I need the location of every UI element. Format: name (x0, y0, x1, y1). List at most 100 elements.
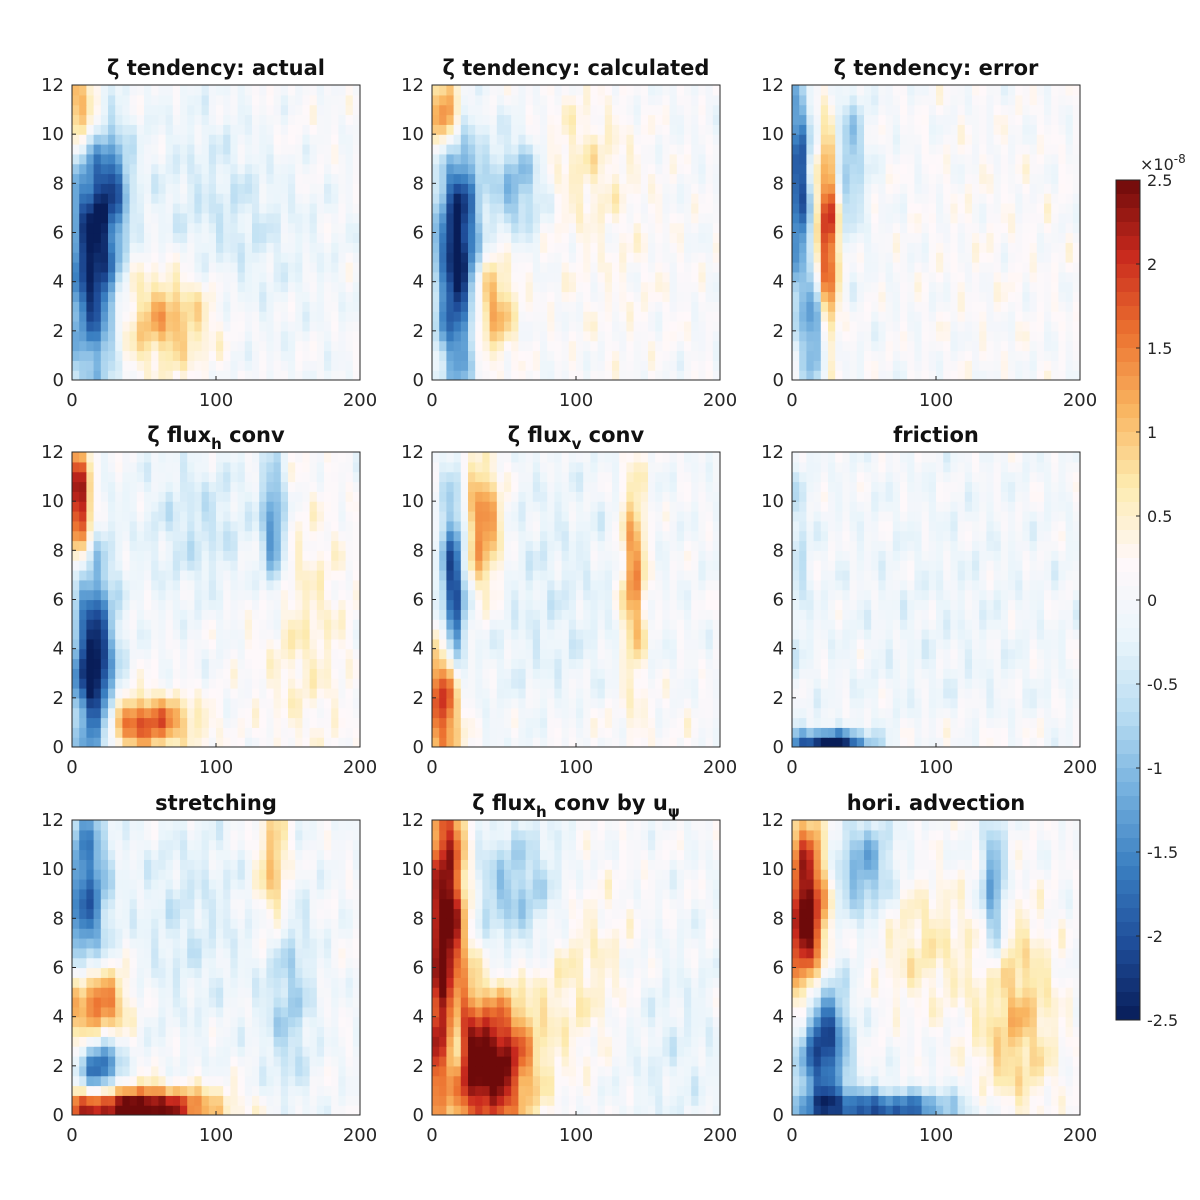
heatmap-cell (648, 737, 656, 747)
heatmap-cell (856, 271, 865, 283)
heatmap-cell (986, 301, 995, 312)
heatmap-cell (252, 85, 260, 96)
heatmap-cell (597, 321, 606, 332)
heatmap-cell (439, 311, 447, 322)
heatmap-cell (172, 589, 181, 601)
heatmap-cell (309, 271, 318, 283)
heatmap-cell (806, 311, 815, 322)
heatmap-cell (460, 242, 469, 253)
heatmap-cell (316, 340, 325, 352)
heatmap-cell (86, 717, 95, 728)
heatmap-cell (957, 321, 966, 332)
heatmap-cell (806, 370, 815, 380)
heatmap-cell (172, 360, 181, 371)
heatmap-cell (439, 94, 447, 106)
heatmap-cell (806, 153, 815, 165)
heatmap-cell (288, 163, 296, 175)
heatmap-cell (252, 134, 260, 145)
heatmap-cell (259, 737, 267, 747)
heatmap-cell (475, 134, 483, 145)
heatmap-cell (640, 85, 649, 96)
heatmap-cell (1008, 85, 1016, 96)
heatmap-cell (136, 452, 145, 463)
heatmap-cell (93, 520, 102, 532)
heatmap-cell (583, 360, 591, 371)
heatmap-cell (280, 599, 289, 610)
heatmap-cell (453, 301, 462, 312)
heatmap-cell (907, 203, 915, 214)
heatmap-cell (864, 242, 872, 253)
heatmap-cell (972, 183, 980, 194)
heatmap-cell (705, 163, 714, 175)
heatmap-cell (489, 183, 498, 194)
heatmap-cell (849, 311, 858, 322)
heatmap-cell (237, 638, 246, 650)
heatmap-cell (619, 222, 627, 234)
heatmap-cell (525, 350, 534, 361)
heatmap-cell (180, 707, 188, 719)
heatmap-cell (972, 242, 980, 253)
heatmap-cell (259, 144, 267, 155)
heatmap-cell (525, 340, 534, 352)
heatmap-cell (180, 579, 188, 591)
heatmap-cell (144, 85, 152, 96)
heatmap-cell (691, 370, 699, 380)
heatmap-cell (115, 330, 123, 342)
heatmap-cell (907, 271, 915, 283)
heatmap-cell (129, 321, 138, 332)
heatmap-cell (633, 252, 642, 263)
heatmap-cell (316, 560, 325, 571)
heatmap-cell (432, 114, 440, 125)
heatmap-cell (511, 717, 519, 728)
heatmap-cell (108, 461, 116, 473)
heatmap-cell (72, 311, 80, 322)
heatmap-cell (439, 134, 447, 145)
heatmap-cell (446, 193, 455, 204)
heatmap-cell (331, 619, 339, 630)
heatmap-cell (180, 242, 188, 253)
heatmap-cell (136, 262, 145, 273)
heatmap-cell (352, 252, 360, 263)
heatmap-cell (79, 579, 87, 591)
heatmap-cell (511, 262, 519, 273)
heatmap-cell (309, 520, 318, 532)
heatmap-cell (208, 85, 217, 96)
heatmap-cell (194, 589, 203, 601)
heatmap-cell (216, 599, 224, 610)
heatmap-cell (633, 212, 642, 224)
heatmap-cell (144, 609, 152, 620)
heatmap-cell (144, 124, 152, 135)
heatmap-cell (820, 350, 829, 361)
heatmap-cell (1029, 232, 1038, 243)
heatmap-cell (583, 271, 591, 283)
heatmap-cell (604, 311, 613, 322)
heatmap-cell (453, 173, 462, 184)
heatmap-cell (324, 560, 332, 571)
heatmap-cell (900, 134, 908, 145)
heatmap-cell (705, 153, 714, 165)
heatmap-cell (115, 340, 123, 352)
heatmap-cell (482, 114, 491, 125)
heatmap-cell (432, 94, 440, 106)
heatmap-cell (115, 350, 123, 361)
heatmap-cell (921, 360, 930, 371)
heatmap-cell (345, 144, 354, 155)
heatmap-cell (288, 203, 296, 214)
heatmap-cell (583, 350, 591, 361)
heatmap-cell (590, 163, 599, 175)
heatmap-cell (201, 589, 210, 601)
heatmap-cell (201, 212, 210, 224)
heatmap-cell (943, 104, 951, 116)
heatmap-cell (619, 321, 627, 332)
heatmap-cell (316, 658, 325, 669)
heatmap-cell (568, 85, 577, 96)
heatmap-cell (266, 222, 275, 234)
heatmap-cell (986, 271, 995, 283)
heatmap-cell (518, 370, 527, 380)
heatmap-cell (136, 520, 145, 532)
heatmap-cell (208, 370, 217, 380)
heatmap-cell (691, 291, 699, 302)
heatmap-cell (1072, 183, 1080, 194)
heatmap-cell (288, 471, 296, 483)
heatmap-cell (79, 638, 87, 650)
